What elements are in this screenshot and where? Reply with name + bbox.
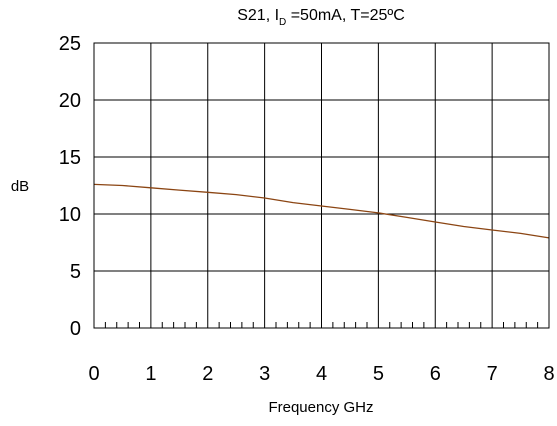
series-line [93, 183, 550, 239]
x-tick-labels: 0 1 2 3 4 5 6 7 8 [88, 363, 554, 385]
x-tick-label: 6 [430, 363, 441, 385]
y-axis-label: dB [11, 178, 29, 195]
x-tick-label: 5 [373, 363, 384, 385]
y-tick-labels: 0 5 10 15 20 25 [59, 33, 81, 340]
chart-title-main: S21, I [237, 7, 279, 24]
x-tick-label: 7 [487, 363, 498, 385]
chart-title: S21, ID =50mA, T=25ºC [237, 7, 405, 28]
chart-title-rest: =50mA, T=25ºC [286, 7, 405, 24]
x-minor-ticks [104, 322, 539, 328]
x-tick-label: 0 [88, 363, 99, 385]
series-layer [93, 183, 550, 239]
x-tick-label: 1 [145, 363, 156, 385]
y-tick-label: 10 [59, 204, 81, 226]
x-axis-label: Frequency GHz [268, 399, 373, 416]
grid-lines [94, 43, 549, 328]
x-tick-label: 2 [202, 363, 213, 385]
y-tick-label: 5 [70, 261, 81, 283]
y-tick-label: 25 [59, 33, 81, 55]
x-tick-label: 3 [259, 363, 270, 385]
x-tick-label: 8 [543, 363, 554, 385]
plot-frame [93, 42, 550, 329]
y-tick-label: 0 [70, 318, 81, 340]
y-tick-label: 20 [59, 90, 81, 112]
y-tick-label: 15 [59, 147, 81, 169]
chart-title-subscript: D [279, 17, 286, 28]
x-tick-label: 4 [316, 363, 327, 385]
